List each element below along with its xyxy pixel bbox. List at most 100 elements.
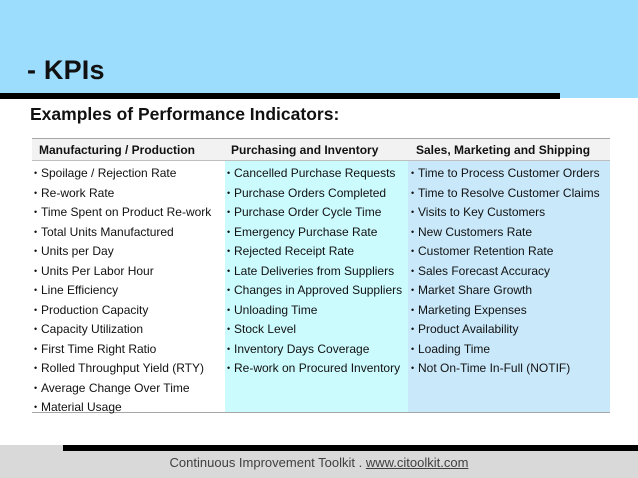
- kpi-label: First Time Right Ratio: [41, 341, 157, 356]
- kpi-item: • Late Deliveries from Suppliers: [227, 262, 402, 282]
- kpi-label: Loading Time: [418, 341, 491, 356]
- bullet-icon: •: [411, 304, 415, 315]
- kpi-item: • Product Availability: [411, 320, 600, 340]
- bullet-icon: •: [227, 226, 231, 237]
- kpi-label: Sales Forecast Accuracy: [418, 263, 551, 278]
- bullet-icon: •: [227, 187, 231, 198]
- footer-label: Continuous Improvement Toolkit .: [169, 455, 366, 470]
- bullet-icon: •: [227, 343, 231, 354]
- kpi-item: • Time Spent on Product Re-work: [34, 203, 211, 223]
- kpi-item: • Production Capacity: [34, 301, 211, 321]
- kpi-label: Unloading Time: [234, 302, 318, 317]
- slide-subtitle: Examples of Performance Indicators:: [30, 104, 340, 124]
- kpi-label: Visits to Key Customers: [418, 205, 546, 219]
- kpi-item: • New Customers Rate: [411, 223, 600, 243]
- kpi-item: • Changes in Approved Suppliers: [227, 281, 402, 301]
- manufacturing-kpi-list: • Spoilage / Rejection Rate • Re-work Rate •…: [34, 164, 211, 418]
- kpi-item: • Units per Day: [34, 242, 211, 262]
- kpi-label: Time Spent on Product Re-work: [41, 205, 212, 219]
- purchasing-kpi-list: • Cancelled Purchase Requests • Purchase Or…: [227, 164, 402, 379]
- kpi-item: • Emergency Purchase Rate: [227, 223, 402, 243]
- kpi-item: • First Time Right Ratio: [34, 340, 211, 360]
- kpi-item: • Cancelled Purchase Requests: [227, 164, 402, 184]
- bullet-icon: •: [34, 187, 38, 198]
- bullet-icon: •: [227, 168, 231, 178]
- website-link[interactable]: www.citoolkit.com: [365, 455, 469, 470]
- bullet-icon: •: [411, 168, 415, 178]
- bullet-icon: •: [227, 304, 231, 315]
- bullet-icon: •: [34, 207, 38, 217]
- kpi-item: • Purchase Order Cycle Time: [227, 203, 402, 223]
- kpi-item: • Customer Retention Rate: [411, 242, 600, 262]
- kpi-label: Re-work Rate: [41, 185, 115, 200]
- column-purchasing: • Cancelled Purchase Requests • Purchase Or…: [225, 161, 408, 412]
- title-banner: [0, 0, 638, 98]
- kpi-label: Line Efficiency: [41, 283, 119, 297]
- kpi-item: • Units Per Labor Hour: [34, 262, 211, 282]
- kpi-label: Customer Retention Rate: [418, 244, 554, 258]
- bullet-icon: •: [34, 343, 38, 354]
- kpi-item: • Not On-Time In-Full (NOTIF): [411, 359, 600, 379]
- bullet-icon: •: [34, 265, 38, 276]
- kpi-label: Spoilage / Rejection Rate: [41, 166, 177, 180]
- kpi-label: Average Change Over Time: [41, 380, 190, 395]
- kpi-item: • Purchase Orders Completed: [227, 184, 402, 204]
- header-sales: Sales, Marketing and Shipping: [416, 143, 591, 157]
- kpi-item: • Time to Resolve Customer Claims: [411, 184, 600, 204]
- kpi-label: Rejected Receipt Rate: [234, 244, 355, 258]
- bullet-icon: •: [411, 343, 415, 354]
- kpi-label: Re-work on Procured Inventory: [234, 361, 401, 375]
- kpi-item: • Marketing Expenses: [411, 301, 600, 321]
- kpi-item: • Spoilage / Rejection Rate: [34, 164, 211, 184]
- kpi-label: Product Availability: [418, 322, 519, 336]
- kpi-label: Production Capacity: [41, 302, 149, 317]
- kpi-label: Capacity Utilization: [41, 322, 144, 336]
- kpi-item: • Time to Process Customer Orders: [411, 164, 600, 184]
- kpi-label: Time to Resolve Customer Claims: [418, 185, 600, 200]
- kpi-label: Market Share Growth: [418, 283, 533, 297]
- bullet-icon: •: [227, 207, 231, 217]
- kpi-label: Changes in Approved Suppliers: [234, 283, 403, 297]
- kpi-label: Rolled Throughput Yield (RTY): [41, 361, 204, 375]
- bullet-icon: •: [411, 285, 415, 295]
- kpi-item: • Visits to Key Customers: [411, 203, 600, 223]
- kpi-label: Cancelled Purchase Requests: [234, 166, 396, 180]
- kpi-item: • Line Efficiency: [34, 281, 211, 301]
- title-divider: [0, 93, 560, 99]
- bullet-icon: •: [411, 226, 415, 237]
- kpi-item: • Inventory Days Coverage: [227, 340, 402, 360]
- kpi-item: • Market Share Growth: [411, 281, 600, 301]
- bullet-icon: •: [411, 363, 415, 373]
- bullet-icon: •: [227, 246, 231, 256]
- kpi-table: Manufacturing / Production Purchasing an…: [32, 138, 610, 414]
- kpi-label: Marketing Expenses: [418, 302, 527, 317]
- kpi-item: • Sales Forecast Accuracy: [411, 262, 600, 282]
- bullet-icon: •: [34, 382, 38, 393]
- bullet-icon: •: [411, 207, 415, 217]
- kpi-label: Units per Day: [41, 244, 114, 258]
- bullet-icon: •: [227, 265, 231, 276]
- kpi-label: Total Units Manufactured: [41, 224, 174, 239]
- header-purchasing: Purchasing and Inventory: [231, 143, 379, 157]
- kpi-item: • Re-work on Procured Inventory: [227, 359, 402, 379]
- kpi-item: • Capacity Utilization: [34, 320, 211, 340]
- kpi-label: Time to Process Customer Orders: [418, 166, 600, 180]
- column-manufacturing: • Spoilage / Rejection Rate • Re-work Rate •…: [32, 161, 225, 414]
- sales-kpi-list: • Time to Process Customer Orders • Time to…: [411, 164, 600, 379]
- kpi-label: Inventory Days Coverage: [234, 341, 370, 356]
- bullet-icon: •: [411, 265, 415, 276]
- bullet-icon: •: [34, 402, 38, 412]
- kpi-item: • Average Change Over Time: [34, 379, 211, 399]
- bullet-icon: •: [34, 246, 38, 256]
- footer-divider: [63, 445, 638, 451]
- header-manufacturing: Manufacturing / Production: [39, 143, 195, 157]
- kpi-label: Units Per Labor Hour: [41, 263, 154, 278]
- kpi-label: New Customers Rate: [418, 224, 533, 239]
- bullet-icon: •: [411, 324, 415, 334]
- bullet-icon: •: [227, 285, 231, 295]
- bullet-icon: •: [34, 226, 38, 237]
- kpi-label: Purchase Order Cycle Time: [234, 205, 382, 219]
- kpi-label: Emergency Purchase Rate: [234, 224, 378, 239]
- column-sales: • Time to Process Customer Orders • Time to…: [408, 161, 610, 412]
- kpi-label: Purchase Orders Completed: [234, 185, 387, 200]
